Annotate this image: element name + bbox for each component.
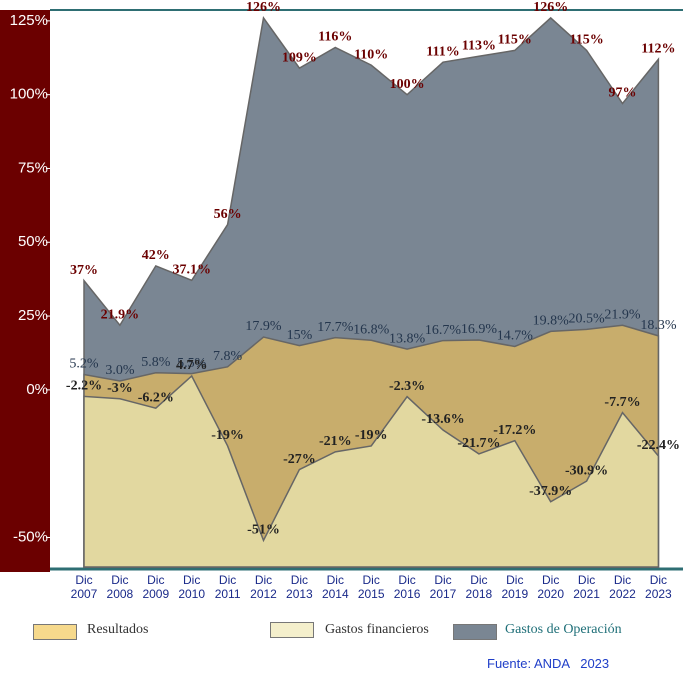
data-label: 16.7% [425,323,462,338]
legend-label: Gastos de Operación [505,622,622,637]
data-label: -2.2% [66,379,102,394]
y-tick-label: 25% [18,307,48,324]
x-tick-label: Dic 2010 [178,573,206,601]
data-label: -27% [283,452,316,467]
x-tick-label: Dic 2019 [501,573,529,601]
data-label: -6.2% [138,390,174,405]
x-tick-label: Dic 2015 [357,573,385,601]
data-label: -37.9% [529,484,572,499]
x-tick-label: Dic 2009 [142,573,170,601]
legend-swatch [270,622,314,638]
data-label: 3.0% [105,363,135,378]
x-tick-label: Dic 2021 [573,573,600,601]
data-label: 97% [609,86,637,101]
data-label: 20.5% [569,312,606,327]
x-tick-label: Dic 2022 [609,573,636,601]
data-label: 21.9% [604,307,641,322]
y-tick-label: 75% [18,159,48,176]
data-label: -13.6% [421,412,464,427]
data-label: 100% [390,77,425,92]
data-label: -22.4% [637,438,680,453]
data-label: 37% [70,263,98,278]
data-label: 111% [426,44,459,59]
data-label: 7.8% [213,349,243,364]
data-label: 115% [569,33,603,48]
y-tick-label: 0% [26,381,48,398]
x-tick-label: Dic 2017 [429,573,457,601]
data-label: -7.7% [604,395,640,410]
legend-label: Gastos financieros [325,622,429,637]
data-label: -21.7% [457,436,500,451]
data-label: 113% [462,39,496,54]
data-label: 13.8% [389,331,426,346]
legend-swatch [453,624,497,640]
area [83,374,660,568]
data-label: 109% [282,50,317,65]
data-label: 17.7% [317,320,354,335]
data-label: 18.3% [640,318,677,333]
y-tick-label: 50% [18,233,48,250]
data-label: -3% [107,381,133,396]
data-label: 37.1% [172,263,211,278]
x-tick-label: Dic 2007 [70,573,98,601]
data-label: 116% [318,30,352,45]
data-label: -51% [247,523,280,538]
data-label: 112% [641,41,675,56]
y-tick-label: -50% [13,528,48,545]
data-label: 4.7% [176,358,208,373]
data-label: 42% [142,248,170,263]
data-label: 5.8% [141,355,171,370]
data-label: -17.2% [493,423,536,438]
data-label: 5.2% [69,357,99,372]
data-label: 19.8% [533,314,570,329]
data-label: -30.9% [565,463,608,478]
legend-label: Resultados [87,622,149,637]
data-label: -21% [319,434,352,449]
data-label: 14.7% [497,329,534,344]
data-label: 56% [214,207,242,222]
x-tick-label: Dic 2012 [250,573,277,601]
x-tick-label: Dic 2020 [537,573,565,601]
legend-swatch [33,624,77,640]
data-label: 126% [246,0,281,15]
data-label: -19% [355,428,388,443]
data-label: -2.3% [389,379,425,394]
data-label: 21.9% [101,307,140,322]
data-label: 115% [498,33,532,48]
x-tick-label: Dic 2011 [214,573,241,601]
x-tick-label: Dic 2013 [286,573,313,601]
data-label: 126% [533,0,568,15]
data-label: 5.5% [177,356,207,371]
y-tick-label: 100% [10,86,48,103]
data-label: 16.9% [461,322,498,337]
y-tick-label: 125% [10,12,48,29]
x-tick-label: Dic 2008 [106,573,134,601]
x-tick-label: Dic 2014 [321,573,349,601]
data-label: 110% [354,47,388,62]
y-axis-band [0,10,50,572]
x-tick-label: Dic 2016 [393,573,421,601]
data-label: -19% [211,428,244,443]
data-label: 15% [287,328,313,343]
data-label: 17.9% [245,319,282,334]
source: Fuente: ANDA 2023 [487,656,610,671]
data-label: 16.8% [353,322,390,337]
x-tick-label: Dic 2023 [645,573,672,601]
x-tick-label: Dic 2018 [465,573,493,601]
